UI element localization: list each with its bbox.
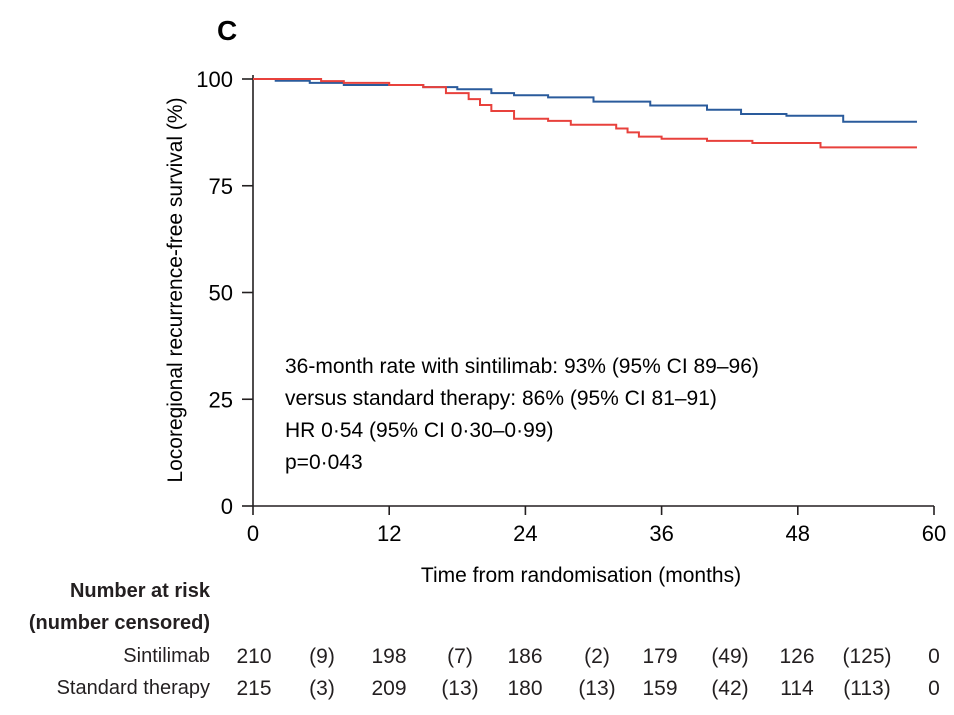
- annotation-line: HR 0·54 (95% CI 0·30–0·99): [285, 419, 553, 442]
- annotation-line: versus standard therapy: 86% (95% CI 81–…: [285, 387, 717, 410]
- risk-cell: (49): [711, 645, 749, 668]
- risk-header-line2: (number censored): [28, 612, 210, 634]
- risk-cell: 114: [780, 677, 814, 700]
- risk-row-label: Standard therapy: [56, 677, 210, 699]
- x-axis-label: Time from randomisation (months): [421, 564, 741, 587]
- series-line-standard-therapy: [253, 78, 917, 149]
- risk-cell: 198: [371, 645, 407, 668]
- risk-cell: 209: [371, 677, 407, 700]
- risk-cell: 180: [507, 677, 543, 700]
- risk-cell: (13): [578, 677, 616, 700]
- x-tick-label: 24: [513, 521, 537, 546]
- axes: 0 12 24 36 48 60 0 25 50 75 100: [196, 67, 946, 546]
- risk-cell: (2): [584, 645, 610, 668]
- risk-cell: (113): [843, 677, 891, 700]
- risk-table-header: Number at risk (number censored): [0, 579, 210, 635]
- panel-label: C: [217, 15, 237, 46]
- series-group: [253, 78, 917, 149]
- risk-cell: 0: [928, 677, 940, 700]
- risk-header-line1: Number at risk: [69, 580, 210, 602]
- risk-cell: (125): [842, 645, 892, 668]
- series-line-sintilimab: [253, 78, 917, 123]
- risk-cell: 0: [928, 645, 940, 668]
- risk-cell: (7): [447, 645, 473, 668]
- x-tick-label: 48: [786, 521, 810, 546]
- risk-cell: (3): [309, 677, 335, 700]
- risk-cell: 159: [642, 677, 678, 700]
- y-tick-label: 75: [209, 174, 233, 199]
- y-tick-label: 50: [209, 281, 233, 306]
- x-tick-label: 36: [649, 521, 673, 546]
- risk-cell: 126: [779, 645, 815, 668]
- risk-cell: 210: [236, 645, 272, 668]
- x-tick-label: 12: [377, 521, 401, 546]
- annotation-line: p=0·043: [285, 451, 363, 474]
- risk-cell: (13): [441, 677, 479, 700]
- x-tick-label: 60: [922, 521, 946, 546]
- risk-cell: (9): [309, 645, 335, 668]
- km-chart: C 0 12 24 36 48 60 0 25 50 75 100 Time from random…: [164, 15, 946, 587]
- risk-cell: 186: [507, 645, 543, 668]
- risk-row-label: Sintilimab: [123, 645, 210, 667]
- y-tick-label: 25: [209, 387, 233, 412]
- risk-cell: 179: [642, 645, 678, 668]
- annotation-block: 36-month rate with sintilimab: 93% (95% …: [285, 355, 759, 474]
- risk-cell: (42): [711, 677, 749, 700]
- y-axis-label: Locoregional recurrence-free survival (%…: [164, 97, 187, 482]
- x-tick-label: 0: [247, 521, 259, 546]
- y-tick-label: 100: [196, 67, 233, 92]
- annotation-line: 36-month rate with sintilimab: 93% (95% …: [285, 355, 759, 378]
- risk-cell: 215: [236, 677, 272, 700]
- y-tick-label: 0: [221, 494, 233, 519]
